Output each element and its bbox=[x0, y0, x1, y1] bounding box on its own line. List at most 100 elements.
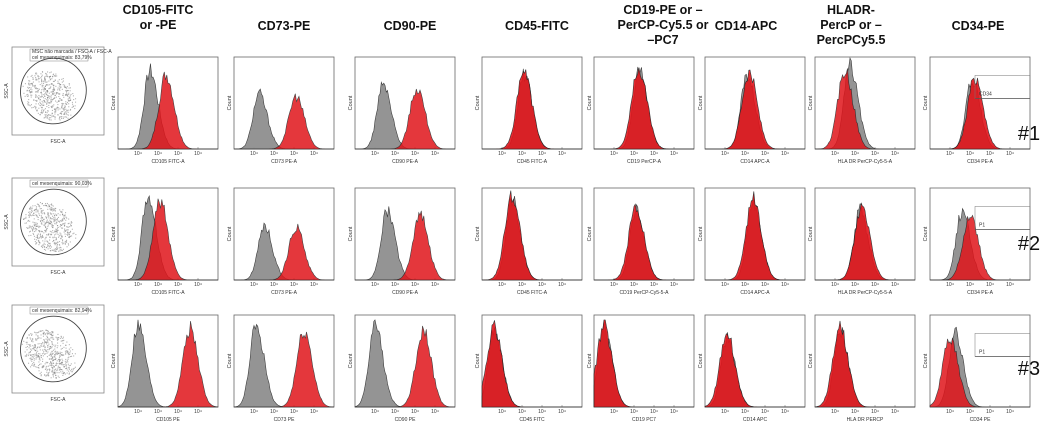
scatter-point bbox=[53, 242, 55, 244]
scatter-point bbox=[42, 335, 44, 337]
scatter-point bbox=[38, 244, 40, 246]
scatter-point bbox=[57, 363, 59, 365]
scatter-point bbox=[28, 80, 30, 82]
scatter-point bbox=[26, 349, 28, 351]
scatter-point bbox=[49, 79, 51, 81]
scatter-point bbox=[57, 89, 59, 91]
scatter-point bbox=[36, 96, 38, 98]
scatter-point bbox=[41, 366, 43, 368]
scatter-point bbox=[44, 117, 46, 119]
scatter-point bbox=[62, 219, 64, 221]
scatter-point bbox=[34, 353, 36, 355]
scatter-point bbox=[38, 331, 40, 333]
x-tick-label: 10⁴ bbox=[270, 282, 278, 288]
scatter-point bbox=[56, 243, 58, 245]
scatter-point bbox=[62, 227, 64, 229]
scatter-point bbox=[47, 99, 49, 101]
scatter-point bbox=[29, 214, 31, 216]
scatter-point bbox=[55, 108, 57, 110]
scatter-point bbox=[50, 97, 52, 99]
scatter-point bbox=[46, 339, 48, 341]
scatter-point bbox=[67, 357, 69, 359]
scatter-point bbox=[55, 368, 57, 370]
scatter-point bbox=[46, 84, 48, 86]
scatter-point bbox=[50, 209, 52, 211]
scatter-point bbox=[55, 353, 57, 355]
marker-histogram bbox=[930, 77, 1030, 150]
scatter-point bbox=[64, 215, 66, 217]
scatter-point bbox=[70, 221, 72, 223]
scatter-point bbox=[46, 356, 48, 358]
scatter-point bbox=[51, 346, 53, 348]
scatter-point bbox=[29, 337, 31, 339]
scatter-point bbox=[43, 344, 45, 346]
scatter-point bbox=[50, 361, 52, 363]
scatter-point bbox=[49, 243, 51, 245]
scatter-point bbox=[33, 222, 35, 224]
marker-histogram bbox=[815, 68, 915, 150]
scatter-point bbox=[47, 110, 49, 112]
scatter-point bbox=[53, 366, 55, 368]
scatter-point bbox=[48, 204, 50, 206]
scatter-point bbox=[74, 105, 76, 107]
scatter-point bbox=[36, 88, 38, 90]
scatter-point bbox=[39, 202, 41, 204]
scatter-point bbox=[53, 219, 55, 221]
y-axis-label: Count bbox=[348, 226, 354, 241]
scatter-point bbox=[40, 112, 42, 114]
x-tick-label: 10⁴ bbox=[558, 409, 566, 415]
scatter-point bbox=[59, 226, 61, 228]
scatter-point bbox=[55, 233, 57, 235]
scatter-point bbox=[66, 341, 68, 343]
x-tick-label: 10⁴ bbox=[518, 409, 526, 415]
column-header-line: CD90-PE bbox=[384, 19, 437, 33]
scatter-point bbox=[46, 343, 48, 345]
scatter-point bbox=[63, 223, 65, 225]
scatter-point bbox=[45, 231, 47, 233]
scatter-point bbox=[61, 250, 63, 252]
y-axis-label: Count bbox=[587, 353, 593, 368]
scatter-point bbox=[35, 332, 37, 334]
scatter-point bbox=[65, 108, 67, 110]
x-tick-label: 10⁴ bbox=[154, 282, 162, 288]
scatter-point bbox=[39, 349, 41, 351]
scatter-point bbox=[31, 208, 33, 210]
column-header-line: CD19-PE or – bbox=[623, 3, 702, 17]
scatter-point bbox=[56, 337, 58, 339]
scatter-point bbox=[37, 337, 39, 339]
scatter-point bbox=[69, 90, 71, 92]
scatter-point bbox=[33, 234, 35, 236]
scatter-point bbox=[30, 366, 32, 368]
y-axis-label: Count bbox=[475, 353, 481, 368]
scatter-point bbox=[68, 348, 70, 350]
scatter-point bbox=[46, 219, 48, 221]
scatter-point bbox=[48, 217, 50, 219]
x-tick-label: 10⁴ bbox=[741, 151, 749, 157]
scatter-point bbox=[65, 116, 67, 118]
scatter-point bbox=[45, 111, 47, 113]
scatter-point bbox=[56, 248, 58, 250]
scatter-point bbox=[64, 224, 66, 226]
scatter-point bbox=[66, 91, 68, 93]
scatter-point bbox=[47, 244, 49, 246]
scatter-point bbox=[68, 244, 70, 246]
scatter-point bbox=[73, 367, 75, 369]
scatter-point bbox=[45, 350, 47, 352]
scatter-point bbox=[37, 91, 39, 93]
scatter-point bbox=[54, 79, 56, 81]
scatter-point bbox=[35, 366, 37, 368]
scatter-point bbox=[52, 334, 54, 336]
scatter-point bbox=[72, 349, 74, 351]
scatter-point bbox=[47, 208, 49, 210]
scatter-point bbox=[55, 223, 57, 225]
scatter-point bbox=[37, 332, 39, 334]
x-tick-label: 10⁴ bbox=[946, 151, 954, 157]
scatter-point bbox=[62, 239, 64, 241]
scatter-point bbox=[39, 101, 41, 103]
scatter-point bbox=[55, 377, 57, 379]
scatter-point bbox=[46, 114, 48, 116]
scatter-point bbox=[49, 370, 51, 372]
scatter-point bbox=[43, 339, 45, 341]
